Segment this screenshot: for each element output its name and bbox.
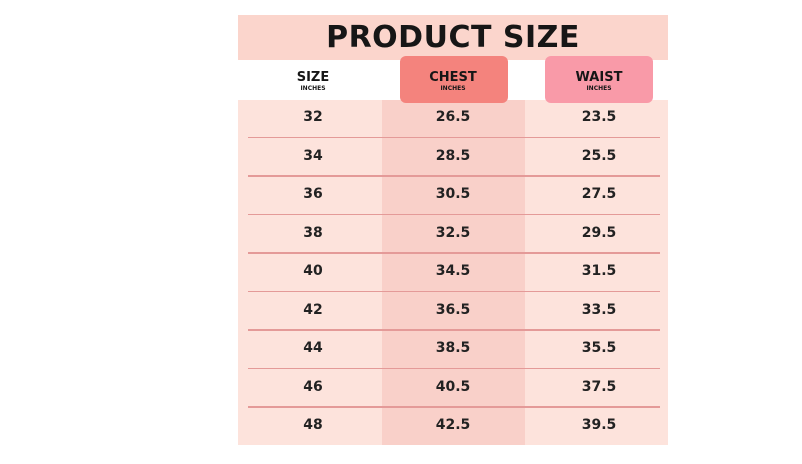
column-label: WAIST: [575, 70, 623, 85]
table-cell: 40: [303, 263, 323, 280]
row-separator: [248, 367, 660, 369]
row-separator: [248, 406, 660, 408]
column-unit: INCHES: [300, 85, 326, 92]
column-unit: INCHES: [440, 85, 466, 92]
row-separator: [248, 213, 660, 215]
column-header: CHEST INCHES: [393, 70, 513, 93]
column-header: WAIST INCHES: [539, 70, 659, 93]
table-cell: 40.5: [435, 378, 471, 395]
table-cell: 34: [303, 147, 323, 164]
row-separator: [248, 329, 660, 331]
column-unit: INCHES: [586, 85, 612, 92]
column-highlight: [382, 100, 525, 445]
row-separator: [248, 290, 660, 292]
table-cell: 31.5: [581, 263, 617, 280]
table-cell: 42: [303, 301, 323, 318]
title: PRODUCT SIZE: [326, 20, 580, 55]
table-cell: 37.5: [581, 378, 617, 395]
table-cell: 44: [303, 340, 323, 357]
waist-header-box: [545, 56, 653, 103]
table-cell: 28.5: [435, 147, 471, 164]
title-band: [238, 15, 668, 60]
table-cell: 38: [303, 224, 323, 241]
table-cell: 30.5: [435, 186, 471, 203]
column-label: SIZE: [296, 70, 330, 85]
table-cell: 38.5: [435, 340, 471, 357]
table-cell: 26.5: [435, 109, 471, 126]
table-cell: 33.5: [581, 301, 617, 318]
table-cell: 46: [303, 378, 323, 395]
table-cell: 35.5: [581, 340, 617, 357]
size-chart: PRODUCT SIZE SIZE INCHES CHEST INCHES WAIST I…: [238, 15, 668, 445]
table-cell: 27.5: [581, 186, 617, 203]
table-cell: 32.5: [435, 224, 471, 241]
chest-header-box: [400, 56, 508, 103]
row-separator: [248, 136, 660, 138]
table-cell: 39.5: [581, 417, 617, 434]
table-cell: 34.5: [435, 263, 471, 280]
table-cell: 48: [303, 417, 323, 434]
table-cell: 42.5: [435, 417, 471, 434]
row-separator: [248, 175, 660, 177]
column-header: SIZE INCHES: [253, 70, 373, 93]
table-cell: 23.5: [581, 109, 617, 126]
table-cell: 29.5: [581, 224, 617, 241]
column-label: CHEST: [429, 70, 477, 85]
table-cell: 36: [303, 186, 323, 203]
row-separator: [248, 252, 660, 254]
table-cell: 25.5: [581, 147, 617, 164]
table-cell: 32: [303, 109, 323, 126]
table-cell: 36.5: [435, 301, 471, 318]
